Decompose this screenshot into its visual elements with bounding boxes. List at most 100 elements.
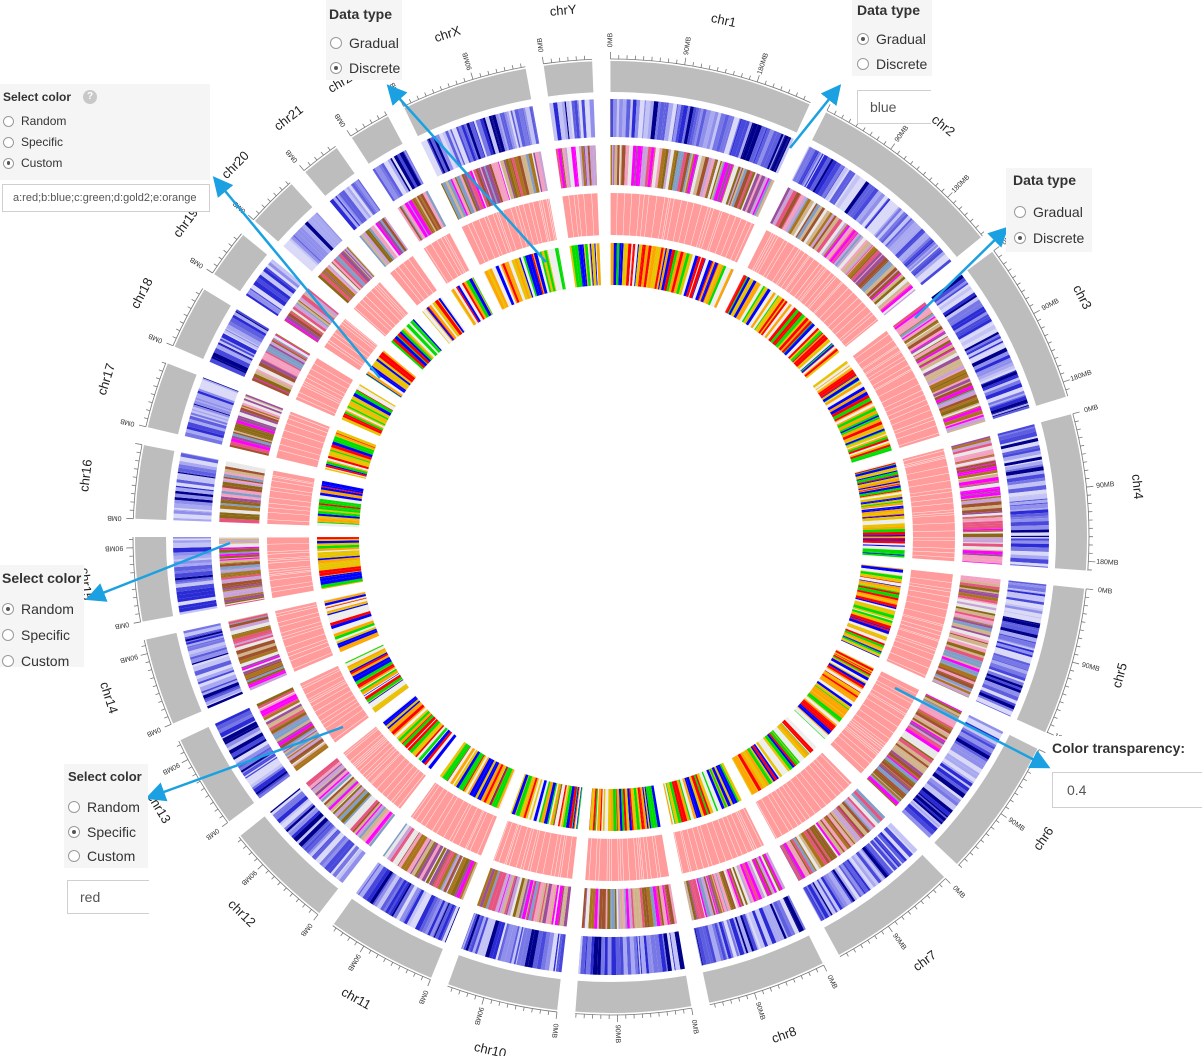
tick-mark (257, 864, 264, 870)
tick-mark (1086, 485, 1094, 488)
bright-band (560, 785, 570, 828)
category-band (704, 159, 717, 198)
heat-band (918, 257, 950, 284)
salmon-separator (278, 449, 319, 461)
radio-random[interactable]: Random (3, 114, 66, 128)
radio-discrete[interactable]: Discrete (330, 60, 400, 76)
bright-band (754, 743, 781, 779)
color-input-bottom-left[interactable]: red (67, 880, 149, 914)
tick-mark (158, 369, 163, 372)
salmon-separator (484, 217, 500, 257)
heat-band (348, 184, 374, 217)
radio-icon[interactable] (1014, 206, 1026, 218)
tick-mark (933, 889, 937, 894)
heat-band (389, 881, 411, 916)
heat-band (177, 470, 216, 478)
tick-mark (795, 92, 798, 97)
radio-icon[interactable] (2, 629, 14, 641)
radio-random[interactable]: Random (2, 601, 74, 617)
radio-discrete[interactable]: Discrete (857, 56, 927, 72)
salmon-separator (841, 732, 874, 760)
category-band (589, 145, 595, 186)
radio-specific[interactable]: Specific (68, 824, 136, 840)
transparency-input[interactable]: 0.4 (1052, 772, 1202, 808)
heat-band (830, 870, 854, 903)
radio-gradual[interactable]: Gradual (1014, 204, 1083, 220)
heat-band (206, 691, 243, 709)
heat-band (521, 107, 531, 146)
radio-icon[interactable] (1014, 232, 1026, 244)
category-band (416, 195, 439, 232)
heat-band (838, 865, 862, 898)
heat-band (569, 100, 575, 139)
ideogram-chr7 (824, 854, 945, 955)
category-band (344, 795, 375, 828)
tick-mark (826, 104, 831, 111)
radio-specific[interactable]: Specific (2, 627, 70, 643)
tick-mark (295, 898, 300, 903)
bright-band (491, 767, 509, 806)
radio-icon[interactable] (3, 157, 14, 169)
chromosome-label-chr21: chr21 (271, 102, 306, 134)
category-band (957, 598, 997, 609)
category-band (232, 629, 273, 643)
heat-band (384, 879, 408, 914)
bright-band (844, 630, 885, 648)
heat-band (1008, 489, 1047, 498)
radio-gradual[interactable]: Gradual (330, 35, 399, 51)
category-band (229, 618, 270, 632)
bright-band (318, 565, 361, 574)
radio-icon[interactable] (68, 826, 80, 838)
radio-gradual[interactable]: Gradual (857, 31, 926, 47)
radio-specific[interactable]: Specific (3, 135, 63, 149)
category-band (952, 619, 993, 633)
radio-custom[interactable]: Custom (68, 848, 135, 864)
radio-icon[interactable] (330, 37, 342, 49)
salmon-separator (699, 825, 713, 866)
category-band (956, 462, 997, 471)
heat-band (660, 102, 667, 141)
bright-band (393, 706, 426, 736)
radio-icon[interactable] (2, 655, 14, 667)
salmon-separator (313, 363, 351, 385)
bright-band (504, 262, 522, 303)
radio-random[interactable]: Random (68, 799, 140, 815)
radio-custom[interactable]: Custom (3, 156, 62, 170)
heat-band (225, 328, 260, 347)
bright-band (352, 656, 391, 680)
bright-band (552, 783, 562, 826)
radio-icon[interactable] (3, 136, 14, 148)
help-icon[interactable]: ? (83, 90, 98, 104)
radio-icon[interactable] (68, 850, 80, 862)
radio-discrete[interactable]: Discrete (1014, 230, 1084, 246)
heat-band (637, 936, 642, 975)
heat-band (191, 652, 229, 666)
custom-color-input[interactable]: a:red;b:blue;c:green;d:gold2;e:orange (2, 184, 210, 212)
category-band (297, 300, 331, 327)
heat-band (691, 107, 702, 146)
salmon-separator (889, 403, 929, 421)
heat-band (189, 647, 228, 660)
radio-icon[interactable] (857, 58, 869, 70)
salmon-separator (722, 817, 739, 857)
heat-band (1010, 543, 1049, 548)
bright-band (704, 770, 723, 811)
tick-mark (145, 661, 150, 664)
bright-band (391, 340, 424, 370)
radio-icon[interactable] (857, 33, 869, 45)
category-band (496, 873, 510, 913)
radio-icon[interactable] (330, 62, 342, 74)
radio-icon[interactable] (3, 115, 14, 127)
radio-icon[interactable] (2, 603, 14, 615)
heat-band (858, 850, 883, 882)
bright-band (394, 335, 428, 367)
category-band (627, 145, 634, 186)
category-band (630, 888, 635, 929)
bright-band (828, 662, 866, 686)
color-input-top-right[interactable]: blue (857, 90, 931, 124)
radio-icon[interactable] (68, 801, 80, 813)
category-band (224, 468, 265, 479)
category-band (919, 348, 956, 369)
radio-custom[interactable]: Custom (2, 653, 69, 669)
bright-band (775, 313, 804, 347)
